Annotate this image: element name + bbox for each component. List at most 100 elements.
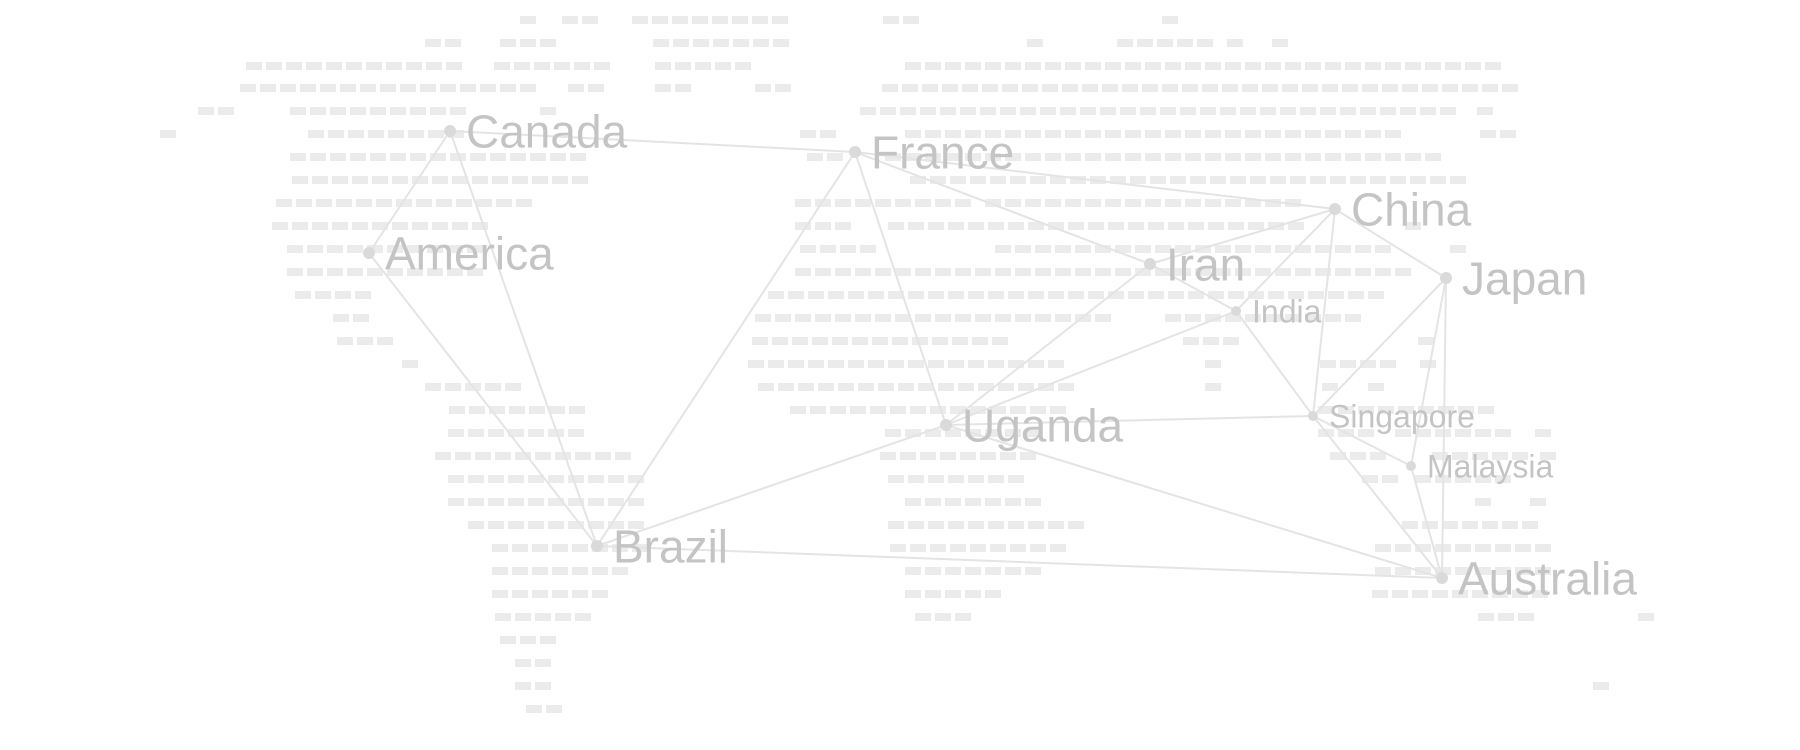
map-dash xyxy=(715,62,731,70)
map-dash xyxy=(888,360,904,368)
map-dash xyxy=(315,291,331,299)
map-dash xyxy=(830,406,846,414)
map-dash xyxy=(445,39,461,47)
map-dash xyxy=(307,245,323,253)
map-dash xyxy=(925,130,941,138)
map-dash xyxy=(570,153,586,161)
map-dash xyxy=(290,153,306,161)
map-dash xyxy=(1485,62,1501,70)
map-dash xyxy=(1392,590,1408,598)
map-dash xyxy=(360,84,376,92)
node-dot-france xyxy=(849,146,861,158)
node-label-japan: Japan xyxy=(1462,253,1587,305)
map-dash xyxy=(985,429,1001,437)
map-dash xyxy=(1055,314,1071,322)
map-dash xyxy=(492,590,508,598)
map-dash xyxy=(1502,84,1518,92)
map-dash xyxy=(1390,176,1406,184)
map-dash xyxy=(1185,314,1201,322)
map-dash xyxy=(514,62,530,70)
map-dash xyxy=(1105,153,1121,161)
map-dash xyxy=(855,268,871,276)
country-node-india: India xyxy=(1231,294,1322,330)
map-dash xyxy=(985,153,1001,161)
map-dash xyxy=(1358,406,1374,414)
map-dash xyxy=(1638,613,1654,621)
map-dash xyxy=(1150,176,1166,184)
map-dash xyxy=(985,567,1001,575)
map-dash xyxy=(693,39,709,47)
map-dash xyxy=(652,16,668,24)
map-dash xyxy=(903,16,919,24)
map-dash xyxy=(436,199,452,207)
map-dash xyxy=(1228,222,1244,230)
map-dash xyxy=(1478,406,1494,414)
map-dash xyxy=(485,383,501,391)
node-dot-uganda xyxy=(940,419,952,431)
map-dash xyxy=(935,199,951,207)
map-dash xyxy=(1210,176,1226,184)
map-dash xyxy=(392,222,408,230)
map-dash xyxy=(469,406,485,414)
map-dash xyxy=(1452,590,1468,598)
map-dash xyxy=(505,383,521,391)
map-dash xyxy=(528,521,544,529)
map-dash xyxy=(1165,62,1181,70)
map-dash xyxy=(528,429,544,437)
map-dash xyxy=(1125,199,1141,207)
map-dash xyxy=(1335,268,1351,276)
map-dash xyxy=(1455,429,1471,437)
map-dash xyxy=(1002,84,1018,92)
country-node-iran: Iran xyxy=(1144,239,1245,291)
map-dash xyxy=(908,291,924,299)
map-dash xyxy=(895,268,911,276)
map-dash xyxy=(347,245,363,253)
map-dash xyxy=(1495,567,1511,575)
map-dash xyxy=(367,268,383,276)
map-dash xyxy=(1188,222,1204,230)
map-dash xyxy=(333,314,349,322)
map-dash xyxy=(1125,130,1141,138)
map-dash xyxy=(1005,429,1021,437)
map-dash xyxy=(948,521,964,529)
map-dash xyxy=(1080,107,1096,115)
map-dash xyxy=(1005,153,1021,161)
map-dash xyxy=(958,383,974,391)
map-dash xyxy=(1265,130,1281,138)
map-dash xyxy=(1142,84,1158,92)
map-dash xyxy=(426,62,442,70)
map-dash xyxy=(1165,153,1181,161)
map-dash xyxy=(990,406,1006,414)
map-dash xyxy=(489,406,505,414)
map-dash xyxy=(1223,337,1239,345)
map-dash xyxy=(1318,406,1334,414)
map-dash xyxy=(1342,84,1358,92)
map-dash xyxy=(420,84,436,92)
map-dash xyxy=(337,337,353,345)
map-dash xyxy=(1378,406,1394,414)
map-dash xyxy=(965,498,981,506)
map-dash xyxy=(960,107,976,115)
map-dash xyxy=(1182,84,1198,92)
map-dash xyxy=(535,452,551,460)
map-dash xyxy=(1025,62,1041,70)
map-dash xyxy=(900,452,916,460)
connection-line-japan-singapore xyxy=(1312,277,1447,417)
map-dash xyxy=(1020,107,1036,115)
map-dash xyxy=(572,567,588,575)
map-dash xyxy=(1290,176,1306,184)
map-dash xyxy=(300,84,316,92)
connection-line-iran-india xyxy=(1149,263,1237,312)
map-dash xyxy=(655,84,671,92)
map-dash xyxy=(387,245,403,253)
map-dash xyxy=(820,130,836,138)
map-dash xyxy=(755,84,771,92)
map-dash xyxy=(448,475,464,483)
map-dash xyxy=(1295,268,1311,276)
map-dash xyxy=(875,268,891,276)
map-dash xyxy=(1285,62,1301,70)
map-dash xyxy=(286,62,302,70)
map-dash xyxy=(1455,544,1471,552)
map-dash xyxy=(1262,84,1278,92)
map-dash xyxy=(775,84,791,92)
